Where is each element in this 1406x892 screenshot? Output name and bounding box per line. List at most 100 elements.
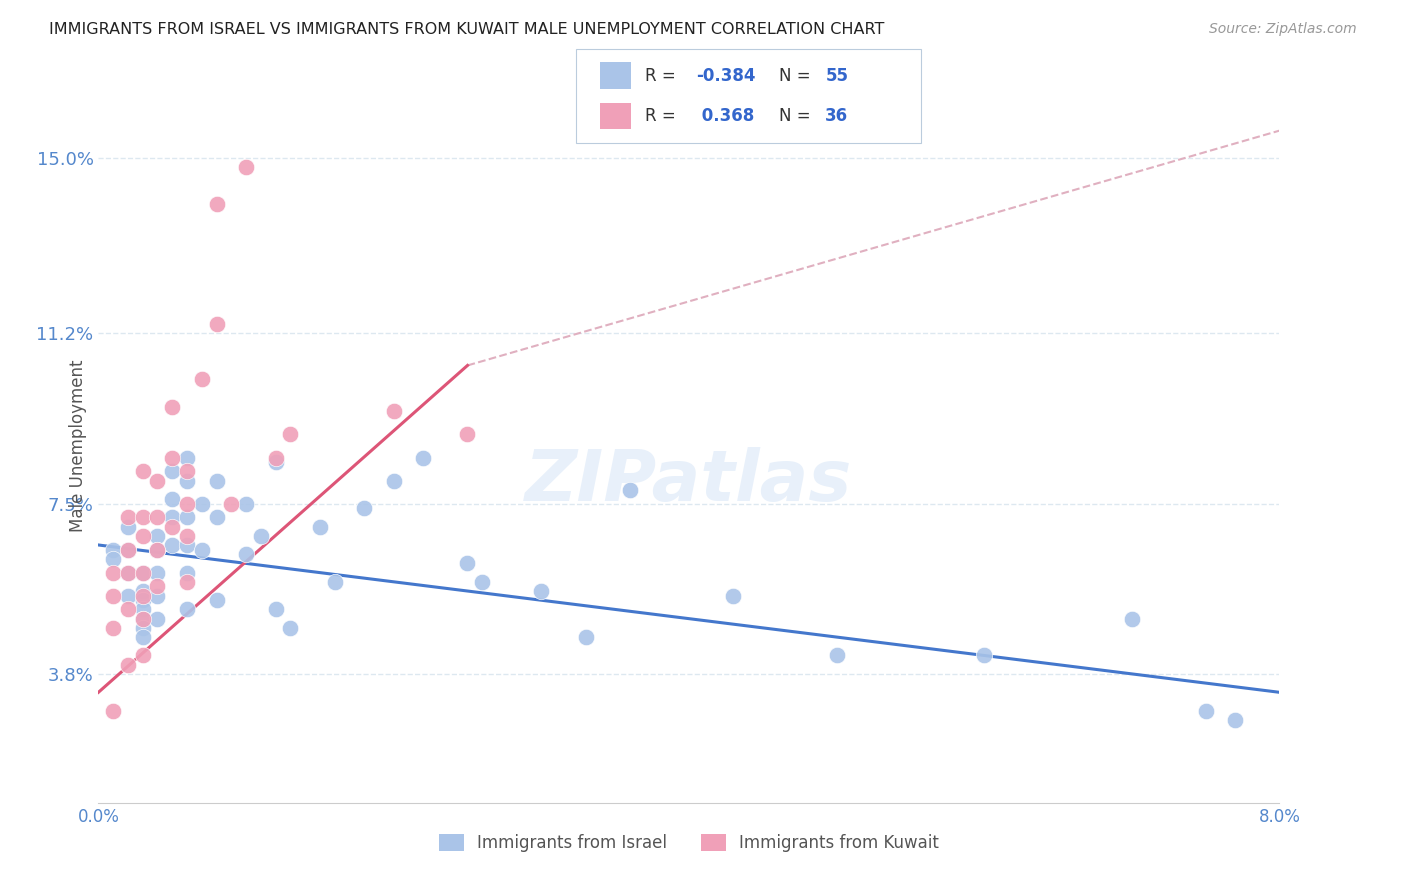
- Point: [235, 161, 257, 175]
- Point: [146, 529, 169, 543]
- Point: [146, 510, 169, 524]
- Point: [235, 547, 257, 561]
- Point: [162, 450, 183, 465]
- Point: [117, 510, 139, 524]
- Text: ZIPatlas: ZIPatlas: [526, 447, 852, 516]
- Text: N =: N =: [779, 107, 815, 125]
- Point: [530, 584, 553, 599]
- Point: [382, 474, 405, 488]
- Point: [117, 542, 139, 557]
- Point: [132, 464, 155, 478]
- Point: [471, 574, 494, 589]
- Point: [162, 464, 183, 478]
- Point: [280, 621, 302, 635]
- Point: [382, 404, 405, 418]
- Text: Source: ZipAtlas.com: Source: ZipAtlas.com: [1209, 22, 1357, 37]
- Point: [264, 450, 287, 465]
- Point: [457, 557, 479, 571]
- Point: [176, 574, 198, 589]
- Point: [1121, 612, 1143, 626]
- Point: [132, 566, 155, 580]
- Point: [132, 529, 155, 543]
- Point: [176, 602, 198, 616]
- Point: [250, 529, 273, 543]
- Point: [280, 427, 302, 442]
- Point: [162, 400, 183, 414]
- Point: [162, 510, 183, 524]
- Point: [103, 589, 125, 603]
- Point: [103, 551, 125, 566]
- Point: [132, 589, 155, 603]
- Point: [1195, 704, 1218, 718]
- Point: [353, 501, 375, 516]
- Point: [176, 510, 198, 524]
- Text: -0.384: -0.384: [696, 67, 755, 85]
- Point: [575, 630, 598, 644]
- Point: [191, 497, 214, 511]
- Point: [146, 542, 169, 557]
- Point: [132, 630, 155, 644]
- Point: [132, 621, 155, 635]
- Point: [205, 474, 228, 488]
- Text: R =: R =: [645, 107, 682, 125]
- Point: [176, 538, 198, 552]
- Point: [132, 593, 155, 607]
- Point: [191, 542, 214, 557]
- Text: R =: R =: [645, 67, 682, 85]
- Point: [176, 529, 198, 543]
- Point: [132, 612, 155, 626]
- Point: [162, 538, 183, 552]
- Point: [205, 510, 228, 524]
- Point: [221, 497, 243, 511]
- Point: [103, 704, 125, 718]
- Point: [146, 542, 169, 557]
- Point: [146, 474, 169, 488]
- Point: [117, 657, 139, 672]
- Text: IMMIGRANTS FROM ISRAEL VS IMMIGRANTS FROM KUWAIT MALE UNEMPLOYMENT CORRELATION C: IMMIGRANTS FROM ISRAEL VS IMMIGRANTS FRO…: [49, 22, 884, 37]
- Point: [146, 612, 169, 626]
- Point: [176, 464, 198, 478]
- Point: [457, 427, 479, 442]
- Point: [117, 566, 139, 580]
- Point: [412, 450, 434, 465]
- Point: [117, 542, 139, 557]
- Point: [132, 612, 155, 626]
- Point: [205, 593, 228, 607]
- Point: [132, 648, 155, 663]
- Text: 36: 36: [825, 107, 848, 125]
- Point: [1225, 713, 1247, 727]
- Point: [176, 474, 198, 488]
- Point: [132, 566, 155, 580]
- Point: [103, 542, 125, 557]
- Point: [117, 519, 139, 533]
- Point: [162, 519, 183, 533]
- Point: [132, 510, 155, 524]
- Point: [146, 566, 169, 580]
- Point: [103, 621, 125, 635]
- Point: [146, 589, 169, 603]
- Point: [146, 579, 169, 593]
- Point: [264, 455, 287, 469]
- Point: [117, 589, 139, 603]
- Text: 0.368: 0.368: [696, 107, 754, 125]
- Point: [309, 519, 332, 533]
- Legend: Immigrants from Israel, Immigrants from Kuwait: Immigrants from Israel, Immigrants from …: [432, 827, 946, 859]
- Point: [176, 497, 198, 511]
- Point: [132, 584, 155, 599]
- Point: [191, 372, 214, 386]
- Point: [132, 602, 155, 616]
- Point: [323, 574, 346, 589]
- Point: [117, 566, 139, 580]
- Point: [619, 483, 641, 497]
- Point: [973, 648, 995, 663]
- Point: [264, 602, 287, 616]
- Point: [176, 450, 198, 465]
- Text: 55: 55: [825, 67, 848, 85]
- Point: [205, 197, 228, 211]
- Point: [235, 497, 257, 511]
- Point: [825, 648, 848, 663]
- Point: [205, 317, 228, 331]
- Point: [723, 589, 745, 603]
- Point: [162, 491, 183, 506]
- Point: [117, 602, 139, 616]
